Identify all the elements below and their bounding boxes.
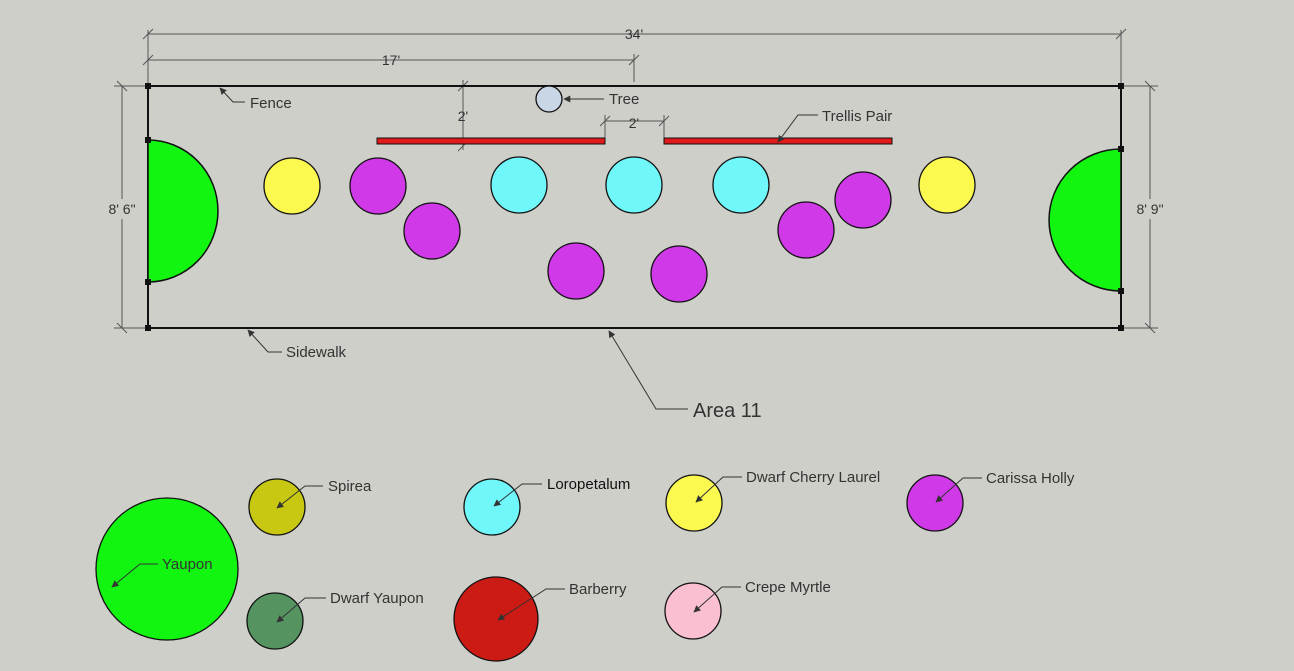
- legend-label-crepe-myrtle: Crepe Myrtle: [745, 579, 831, 596]
- legend-label-carissa-holly: Carissa Holly: [986, 470, 1075, 487]
- legend-swatch-yaupon: [95, 497, 239, 641]
- plant-dwarf-cherry-laurel: [918, 156, 976, 214]
- boundary-corner-marks: [145, 83, 1124, 331]
- yaupon-right: [1048, 148, 1122, 292]
- trellis-left: [376, 137, 606, 145]
- legend-label-dwarf-cherry-laurel: Dwarf Cherry Laurel: [746, 469, 880, 486]
- tree-symbol: [535, 85, 563, 113]
- plant-carissa-holly: [834, 171, 892, 229]
- legend-leaders: [111, 476, 982, 623]
- legend-label-dwarf-yaupon: Dwarf Yaupon: [330, 590, 424, 607]
- legend-swatch-dwarf-yaupon: [246, 592, 304, 650]
- legend-swatch-crepe-myrtle: [664, 582, 722, 640]
- legend-swatch-barberry: [453, 576, 539, 662]
- plant-loropetalum: [490, 156, 548, 214]
- plant-carissa-holly: [547, 242, 605, 300]
- legend-swatch-spirea: [248, 478, 306, 536]
- area-leader: [608, 330, 688, 410]
- sidewalk-leader: [247, 329, 282, 353]
- area-title: Area 11: [693, 400, 762, 422]
- dim-left-depth: 8' 6": [108, 201, 135, 217]
- sidewalk-label: Sidewalk: [286, 344, 347, 361]
- legend: [95, 474, 964, 662]
- dim-trellis-gap: 2': [629, 115, 639, 131]
- trellis-leader: [777, 114, 818, 143]
- legend-label-spirea: Spirea: [328, 478, 372, 495]
- legend-swatch-dwarf-cherry-laurel: [665, 474, 723, 532]
- plant-loropetalum: [712, 156, 770, 214]
- legend-label-yaupon: Yaupon: [162, 556, 213, 573]
- plant-carissa-holly: [650, 245, 708, 303]
- fence-leader: [219, 87, 245, 103]
- plant-layout: [263, 156, 976, 303]
- legend-label-barberry: Barberry: [569, 581, 627, 598]
- plant-dwarf-cherry-laurel: [263, 157, 321, 215]
- legend-swatch-loropetalum: [463, 478, 521, 536]
- dim-right-depth: 8' 9": [1136, 201, 1163, 217]
- yaupon-anchor-marks: [145, 137, 1124, 294]
- plant-carissa-holly: [403, 202, 461, 260]
- dimension-overall: [142, 28, 1127, 88]
- plant-carissa-holly: [349, 157, 407, 215]
- dimension-half: [142, 54, 640, 82]
- plant-loropetalum: [605, 156, 663, 214]
- plant-carissa-holly: [777, 201, 835, 259]
- dim-overall-length: 34': [625, 26, 643, 42]
- dim-trellis-depth: 2': [458, 108, 468, 124]
- dimension-trellis-gap: [599, 115, 670, 140]
- trellis-label: Trellis Pair: [822, 108, 892, 125]
- legend-swatch-carissa-holly: [906, 474, 964, 532]
- tree-label: Tree: [609, 91, 639, 108]
- yaupon-left: [147, 139, 219, 283]
- fence-label: Fence: [250, 95, 292, 112]
- legend-label-loropetalum: Loropetalum: [547, 476, 630, 493]
- trellis-right: [663, 137, 893, 145]
- dim-half-length: 17': [382, 52, 400, 68]
